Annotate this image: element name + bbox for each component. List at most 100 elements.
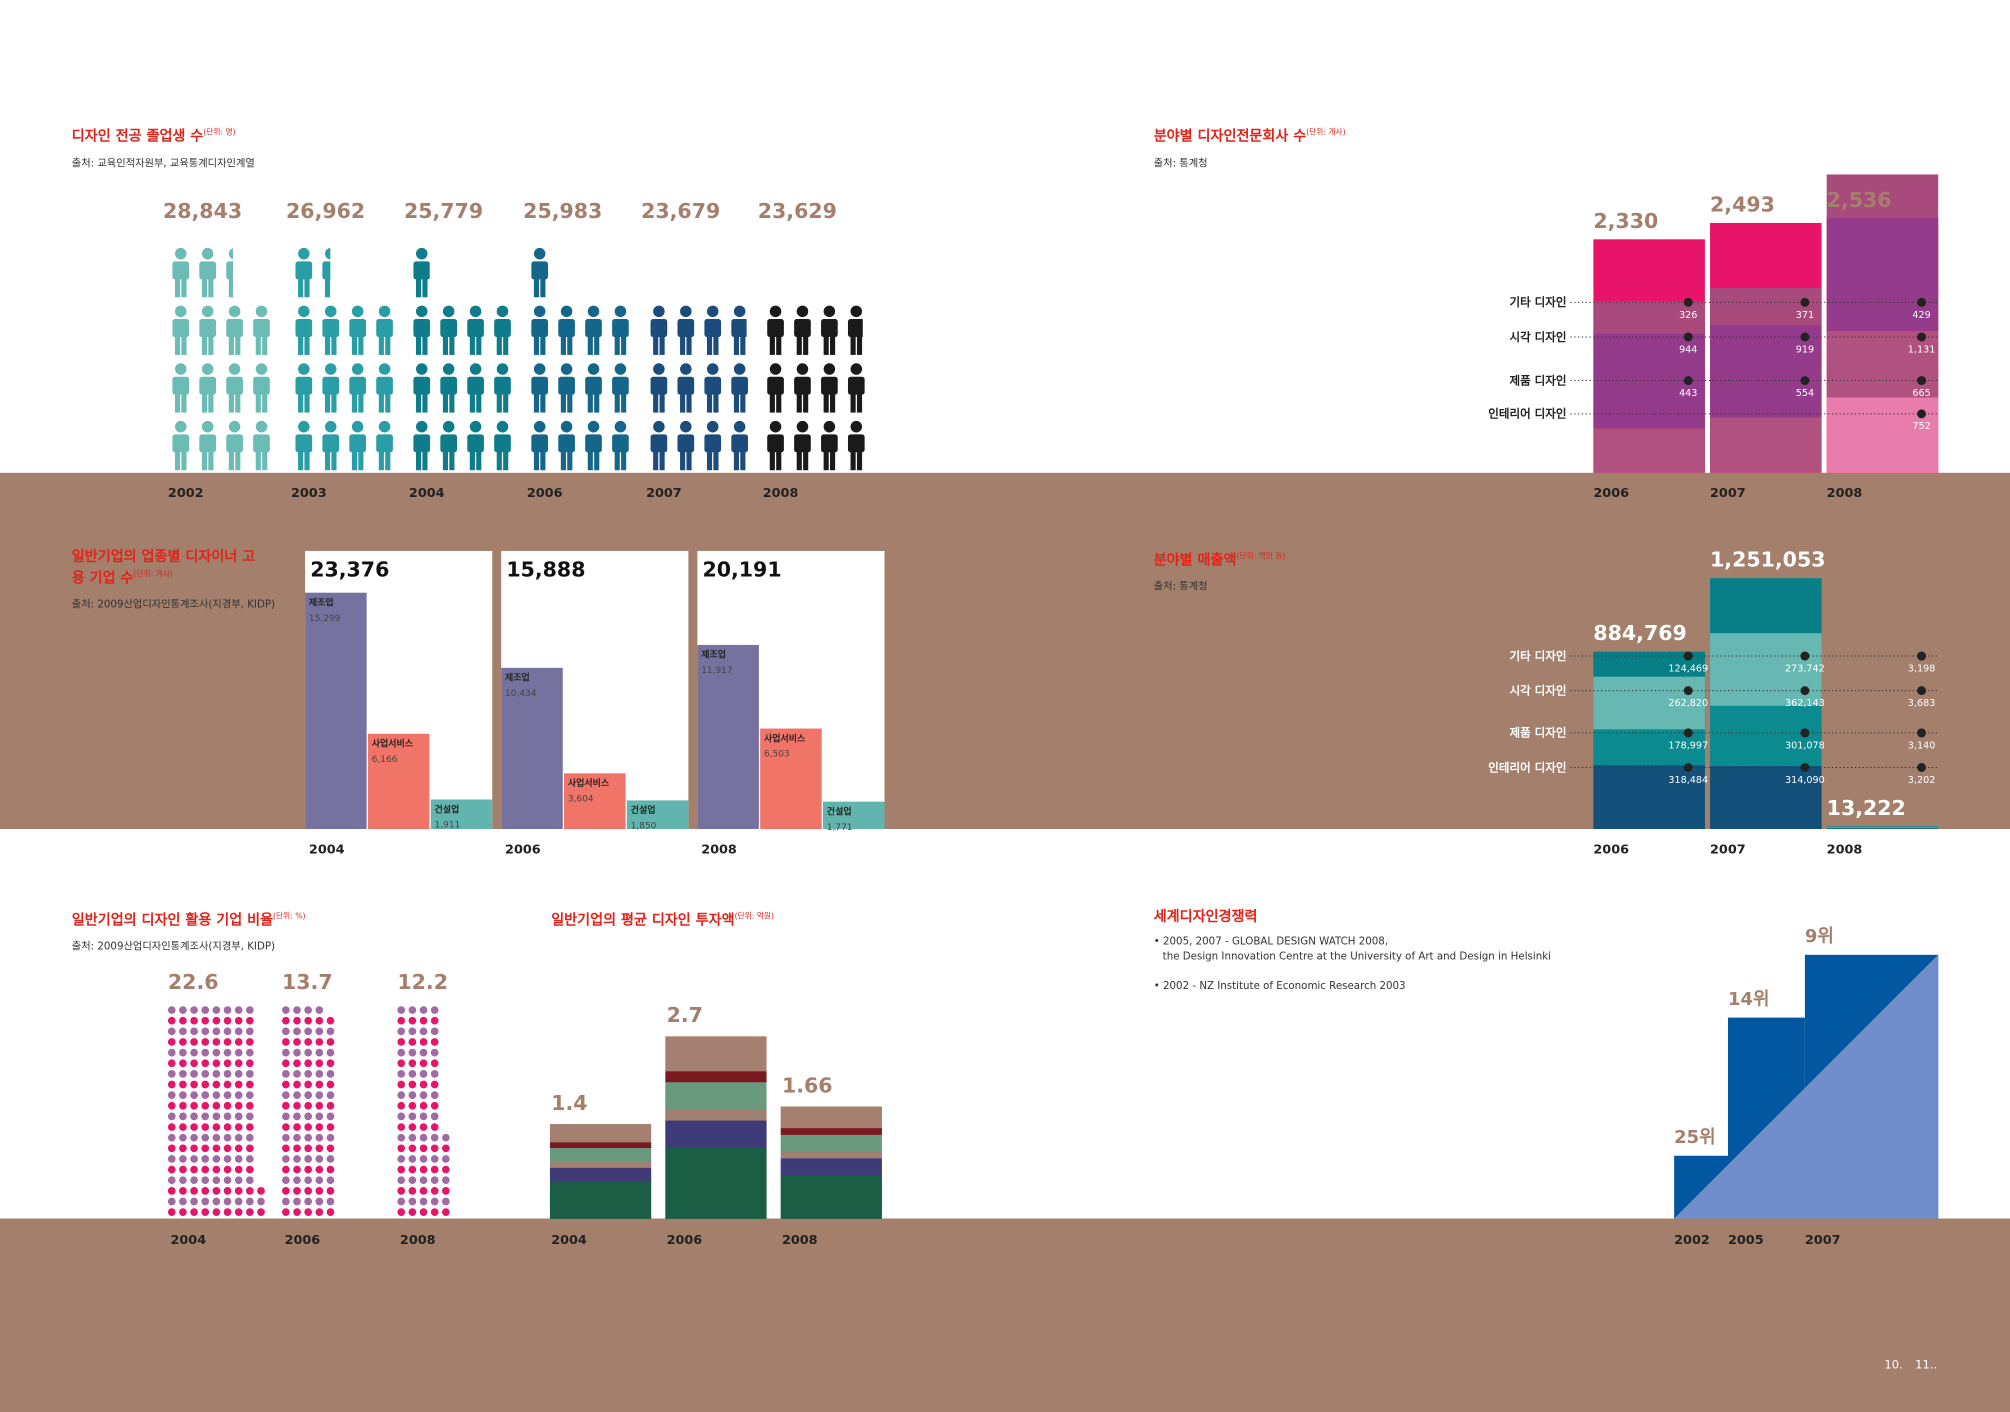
value-label: 1.4 [551, 1091, 587, 1115]
person-icon [731, 363, 748, 413]
dot [293, 1080, 301, 1089]
icon-leg [262, 449, 268, 471]
icon-leg [324, 334, 331, 355]
marker-dot [1917, 297, 1927, 307]
icon-leg [174, 334, 181, 355]
dot [315, 1091, 324, 1099]
bar-name: 건설업 [435, 803, 460, 815]
dot [315, 1080, 324, 1089]
icon-leg [422, 334, 428, 355]
icon-leg [776, 334, 782, 355]
dot [201, 1155, 210, 1163]
icon-leg [324, 449, 331, 471]
dot [315, 1165, 324, 1174]
icon-leg [796, 334, 802, 355]
icon-head [228, 420, 241, 433]
icon-body [704, 319, 722, 337]
dot [315, 1038, 324, 1046]
title-text: 일반기업의 디자인 활용 기업 비율 [71, 911, 274, 929]
dot [179, 1165, 187, 1174]
bar-name: 건설업 [827, 805, 852, 817]
value-label: 2,536 [1827, 188, 1892, 212]
marker-dot [1683, 297, 1693, 307]
dot [190, 1155, 198, 1163]
icon-leg [776, 392, 782, 413]
segment-label: 3,202 [1908, 775, 1936, 786]
icon-leg [856, 449, 863, 471]
dot [304, 1176, 313, 1185]
icon-leg [567, 334, 573, 355]
icon-head [201, 420, 214, 433]
icon-head [850, 363, 863, 375]
dot [430, 1133, 439, 1142]
icon-body [847, 376, 865, 395]
icon-head [378, 363, 391, 375]
dot [212, 1197, 221, 1206]
icon-head [415, 363, 428, 375]
dot [304, 1080, 313, 1089]
value-label: 884,769 [1593, 621, 1686, 645]
dot [315, 1059, 324, 1068]
icon-leg [208, 276, 214, 298]
marker-dot [1800, 651, 1810, 661]
icon-head [324, 420, 337, 433]
dot [326, 1155, 335, 1163]
icon-body [322, 434, 340, 453]
dot [190, 1101, 198, 1110]
icon-body [413, 434, 431, 453]
dot [167, 1070, 176, 1078]
dot [408, 1006, 417, 1014]
icon-head [614, 363, 627, 375]
icon-leg [567, 392, 573, 413]
legend-label: 인테리어 디자인 [1488, 407, 1566, 421]
icon-body [376, 434, 393, 453]
dot [234, 1101, 243, 1110]
icon-head [614, 420, 627, 433]
icon-body [172, 376, 190, 395]
icon-leg [201, 276, 208, 298]
bar-stripe [780, 1158, 882, 1176]
icon-head [201, 247, 214, 260]
marker-dot [1917, 332, 1927, 342]
value-label: 2.7 [667, 1003, 703, 1027]
dot [282, 1123, 290, 1131]
segment-label: 919 [1796, 344, 1814, 355]
icon-head [201, 363, 214, 375]
dot [293, 1176, 301, 1185]
icon-body [650, 376, 668, 395]
dot [234, 1187, 243, 1195]
dot [304, 1123, 313, 1131]
marker-dot [1683, 686, 1693, 696]
value-label: 12.2 [397, 970, 448, 994]
icon-leg [733, 392, 740, 413]
icon-leg [733, 334, 740, 355]
person-icon [349, 305, 366, 355]
dot [397, 1091, 406, 1099]
bar [780, 1106, 882, 1219]
icon-leg [686, 449, 692, 471]
icon-leg [503, 392, 509, 413]
icon-leg [713, 334, 719, 355]
person-icon [677, 363, 695, 413]
dot [201, 1027, 210, 1036]
icon-leg [621, 449, 627, 471]
person-icon [199, 420, 216, 471]
icon-leg [385, 449, 391, 471]
band [0, 1218, 2010, 1412]
icon-body [376, 319, 393, 337]
dot [419, 1187, 428, 1195]
dot [179, 1123, 187, 1131]
icon-body [847, 319, 863, 337]
icon-leg [235, 392, 241, 413]
icon-body [767, 376, 784, 395]
dot [167, 1048, 176, 1057]
dot [293, 1165, 301, 1174]
icon-leg [415, 449, 422, 471]
dot [293, 1059, 301, 1068]
icon-body [612, 319, 629, 337]
icon-body [295, 434, 313, 453]
person-icon [295, 420, 313, 471]
dot [212, 1155, 221, 1163]
dot [282, 1016, 290, 1025]
dot [397, 1112, 406, 1121]
